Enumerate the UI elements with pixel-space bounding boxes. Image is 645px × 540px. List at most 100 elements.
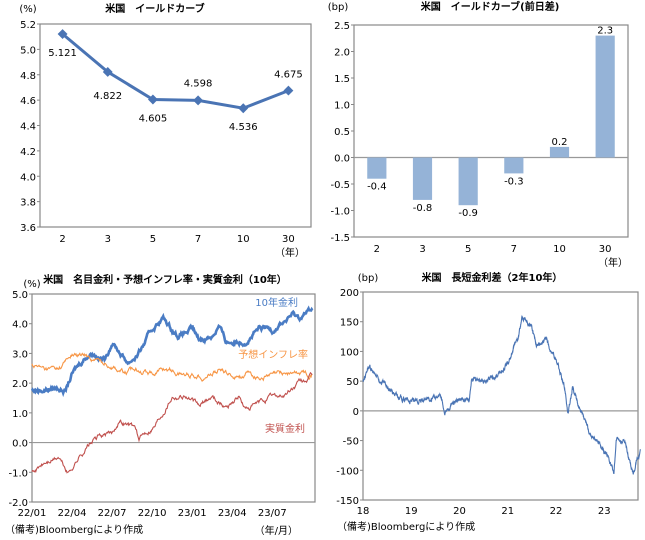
y-tick-label: 5.0 — [20, 45, 36, 56]
chart-title: 米国 イールドカーブ(前日差) — [421, 0, 560, 13]
data-label: -0.9 — [458, 208, 478, 219]
x-tick-label: 22/07 — [98, 508, 127, 519]
y-tick-label: -1.5 — [330, 233, 350, 244]
y-axis-unit: (bp) — [328, 2, 349, 13]
x-tick-label: 19 — [405, 506, 418, 517]
y-axis-unit: (%) — [23, 279, 40, 290]
series-line — [30, 305, 314, 398]
y-tick-label: 0.5 — [334, 127, 350, 138]
y-tick-label: 3.0 — [12, 349, 28, 360]
data-label: 2.3 — [597, 26, 613, 37]
plot-area — [362, 291, 639, 501]
chart-2: 米国 イールドカーブ(前日差) (bp) （年） 2.5 2.0 1.5 1.0 0.5 0.0… — [328, 0, 629, 269]
chart-4: 米国 長短金利差（2年10年）(bp)（備考)Bloombergにより作成200… — [336, 271, 641, 533]
x-tick-label: 23/01 — [178, 508, 207, 519]
y-tick-label: 1.0 — [12, 409, 28, 420]
data-label: -0.4 — [367, 182, 387, 193]
bar — [504, 157, 524, 174]
data-point — [57, 29, 68, 39]
x-tick-label: 22/04 — [58, 508, 87, 519]
y-tick-label: -2.0 — [8, 498, 28, 509]
x-tick-label: 7 — [511, 244, 517, 255]
chart-1: 米国 イールドカーブ (%) （年） 5.2 5.0 4.8 4.6 4.4 4.2 4.0 3.8… — [19, 2, 312, 259]
y-tick-label: 1.0 — [334, 101, 350, 112]
x-tick-label: 22/10 — [138, 508, 167, 519]
x-tick-label: 22 — [550, 506, 563, 517]
x-tick-label: 7 — [195, 234, 201, 245]
x-tick-label: 3 — [419, 244, 425, 255]
data-label: -0.8 — [413, 203, 433, 214]
chart-title: 米国 イールドカーブ — [105, 2, 204, 15]
series-line — [61, 32, 289, 110]
source-note: （備考)Bloombergにより作成 — [5, 523, 143, 536]
y-tick-label: -50 — [343, 437, 359, 448]
series-label: 予想インフレ率 — [238, 348, 308, 361]
x-tick-label: 23/04 — [218, 508, 247, 519]
bar — [549, 146, 570, 158]
x-tick-label: 22/01 — [18, 508, 47, 519]
y-tick-label: 5.0 — [12, 290, 28, 301]
y-tick-label: 200 — [340, 288, 359, 299]
series-label: 10年金利 — [255, 296, 298, 309]
data-label: 4.822 — [93, 91, 122, 102]
y-tick-label: 3.8 — [20, 198, 36, 209]
data-point — [238, 103, 249, 114]
y-tick-label: 4.0 — [12, 320, 28, 331]
data-label: 4.605 — [139, 113, 168, 124]
y-tick-label: -1.0 — [8, 468, 28, 479]
data-point — [102, 67, 113, 77]
y-tick-label: 50 — [346, 377, 359, 388]
data-label: 4.536 — [229, 122, 258, 133]
y-tick-label: 0.0 — [12, 439, 28, 450]
y-tick-label: 2.0 — [12, 379, 28, 390]
x-tick-label: 18 — [357, 506, 370, 517]
x-axis-unit: （年） — [275, 246, 305, 259]
x-axis-unit: （年） — [598, 256, 628, 269]
y-tick-label: 4.0 — [20, 172, 36, 183]
y-tick-label: 4.4 — [20, 122, 36, 133]
data-point — [147, 94, 158, 105]
x-tick-label: 23/07 — [258, 508, 287, 519]
y-tick-label: 0.0 — [334, 154, 350, 165]
y-tick-label: -150 — [336, 496, 359, 507]
y-tick-label: 4.2 — [20, 147, 36, 158]
x-tick-label: 2 — [59, 234, 65, 245]
y-axis-unit: (bp) — [358, 273, 379, 284]
data-point — [193, 95, 204, 106]
y-tick-label: 100 — [340, 347, 359, 358]
series-line — [31, 352, 313, 383]
y-tick-label: 0 — [353, 407, 359, 418]
y-tick-label: 150 — [340, 318, 359, 329]
y-tick-label: -1.0 — [330, 207, 350, 218]
y-tick-label: 5.2 — [20, 20, 36, 31]
x-tick-label: 21 — [501, 506, 514, 517]
chart-title: 米国 長短金利差（2年10年） — [422, 271, 563, 284]
y-tick-label: 3.6 — [20, 223, 36, 234]
bar — [367, 157, 387, 179]
source-note: （備考)Bloombergにより作成 — [337, 520, 475, 533]
x-tick-label: 30 — [599, 244, 612, 255]
data-label: 5.121 — [48, 48, 77, 59]
data-label: 4.598 — [184, 78, 213, 89]
y-tick-label: 1.5 — [334, 74, 350, 85]
y-tick-label: 2.5 — [334, 21, 350, 32]
x-tick-label: 20 — [453, 506, 466, 517]
x-tick-label: 5 — [465, 244, 471, 255]
y-axis-unit: (%) — [19, 4, 36, 15]
x-tick-label: 3 — [105, 234, 111, 245]
y-tick-label: 4.8 — [20, 71, 36, 82]
series-line — [31, 371, 313, 474]
series-line — [362, 314, 641, 475]
x-tick-label: 30 — [282, 234, 295, 245]
data-label: 0.2 — [552, 137, 568, 148]
x-tick-label: 2 — [374, 244, 380, 255]
x-tick-label: 23 — [598, 506, 611, 517]
x-tick-label: 10 — [553, 244, 566, 255]
bar — [412, 157, 433, 200]
series-label: 実質金利 — [265, 422, 305, 435]
data-label: -0.3 — [504, 176, 524, 187]
x-axis-unit: （年/月） — [255, 524, 298, 537]
y-tick-label: 4.6 — [20, 96, 36, 107]
x-tick-label: 10 — [237, 234, 250, 245]
